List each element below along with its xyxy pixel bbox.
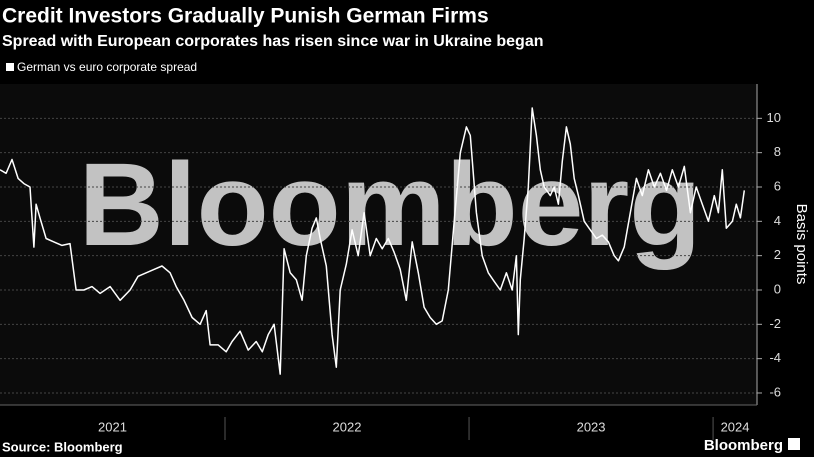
logo: Bloomberg [704, 437, 783, 454]
y-tick-label: 2 [774, 247, 781, 262]
y-tick-label: 6 [774, 178, 781, 193]
watermark: Bloomberg [79, 139, 702, 271]
logo-icon [788, 438, 800, 450]
y-axis-label: Basis points [793, 204, 810, 285]
x-tick-label: 2023 [577, 419, 606, 434]
chart-subtitle: Spread with European corporates has rise… [2, 33, 544, 50]
legend-label: German vs euro corporate spread [17, 60, 197, 74]
x-tick-label: 2024 [721, 419, 750, 434]
y-tick-label: -6 [769, 384, 781, 399]
y-tick-label: 0 [774, 281, 781, 296]
y-tick-label: 4 [774, 213, 781, 228]
y-tick-label: 8 [774, 144, 781, 159]
source: Source: Bloomberg [2, 439, 123, 454]
series-line [0, 107, 746, 375]
y-tick-label: -4 [769, 350, 781, 365]
y-tick-label: 10 [767, 110, 781, 125]
x-tick-label: 2021 [98, 419, 127, 434]
chart-title: Credit Investors Gradually Punish German… [2, 5, 489, 28]
x-tick-label: 2022 [333, 419, 362, 434]
plot-area [0, 84, 757, 405]
legend-swatch [6, 63, 14, 71]
y-tick-label: -2 [769, 316, 781, 331]
